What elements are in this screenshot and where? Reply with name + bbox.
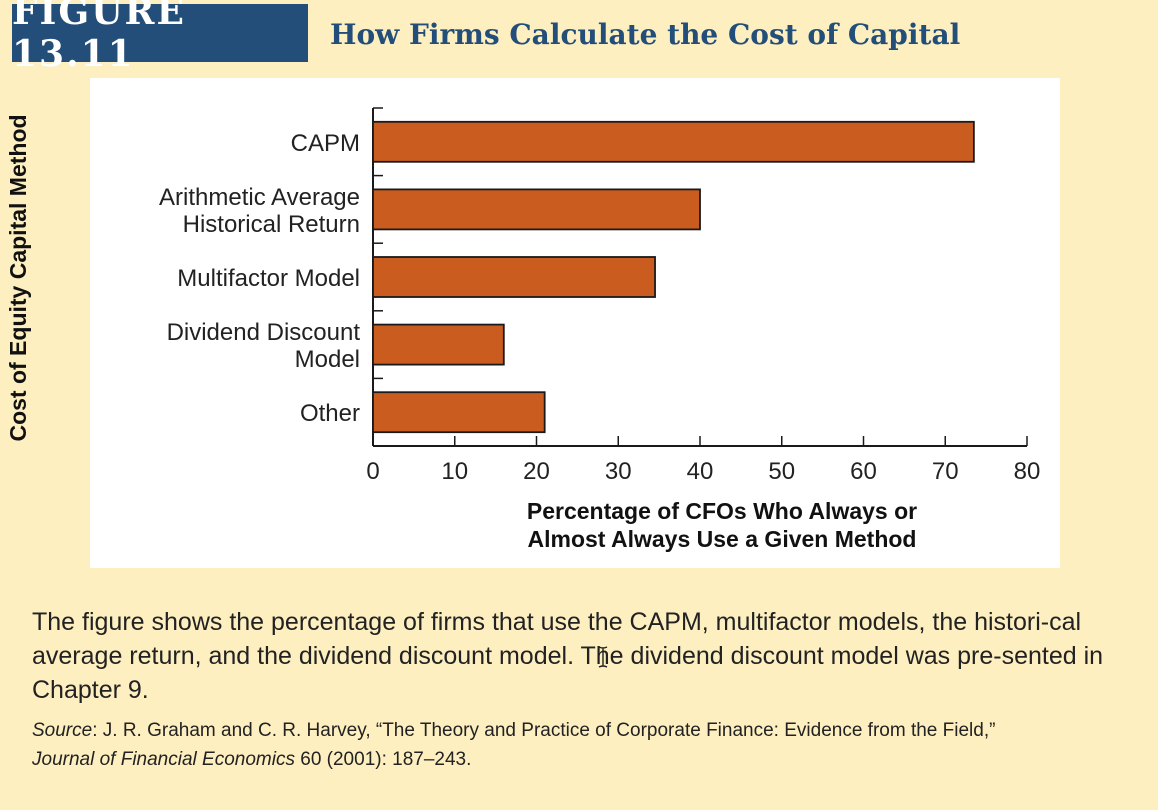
- category-label: Multifactor Model: [177, 265, 360, 292]
- x-tick-label: 10: [441, 458, 468, 485]
- x-axis-title: Percentage of CFOs Who Always or: [527, 498, 917, 524]
- source-journal: Journal of Financial Economics: [32, 749, 295, 770]
- x-axis-title: Almost Always Use a Given Method: [528, 526, 917, 552]
- bar: [372, 120, 975, 163]
- figure-source: Source: J. R. Graham and C. R. Harvey, “…: [32, 716, 1140, 774]
- chart-panel: CAPM Arithmetic Average Historical Return M…: [5, 78, 1060, 568]
- source-prefix: Source: [32, 720, 93, 741]
- bar-chart: CAPM Arithmetic Average Historical Return M…: [5, 107, 1041, 552]
- source-authors: : J. R. Graham and C. R. Harvey, “The Th…: [92, 720, 996, 741]
- x-tick-label: 50: [768, 458, 795, 485]
- source-details: 60 (2001): 187–243.: [294, 749, 472, 770]
- bar: [372, 391, 546, 434]
- bar: [372, 323, 505, 366]
- x-tick-label: 70: [932, 458, 959, 485]
- x-tick-label: 40: [687, 458, 714, 485]
- figure-title: How Firms Calculate the Cost of Capital: [330, 18, 961, 51]
- category-label: CAPM: [291, 130, 360, 157]
- x-tick-label: 60: [850, 458, 877, 485]
- x-tick-label: 80: [1014, 458, 1041, 485]
- x-tick-label: 0: [366, 458, 379, 485]
- text-cursor-icon: [598, 646, 608, 668]
- category-label: Dividend Discount Model: [167, 319, 361, 373]
- bar: [372, 256, 656, 298]
- category-label: Other: [300, 400, 360, 427]
- bar: [372, 188, 701, 231]
- figure-caption: The figure shows the percentage of firms…: [32, 608, 1104, 704]
- category-label: Arithmetic Average Historical Return: [159, 184, 360, 238]
- x-tick-label: 20: [523, 458, 550, 485]
- x-tick-label: 30: [605, 458, 632, 485]
- y-axis-title: Cost of Equity Capital Method: [5, 114, 31, 441]
- figure-number: FIGURE 13.11: [12, 0, 308, 75]
